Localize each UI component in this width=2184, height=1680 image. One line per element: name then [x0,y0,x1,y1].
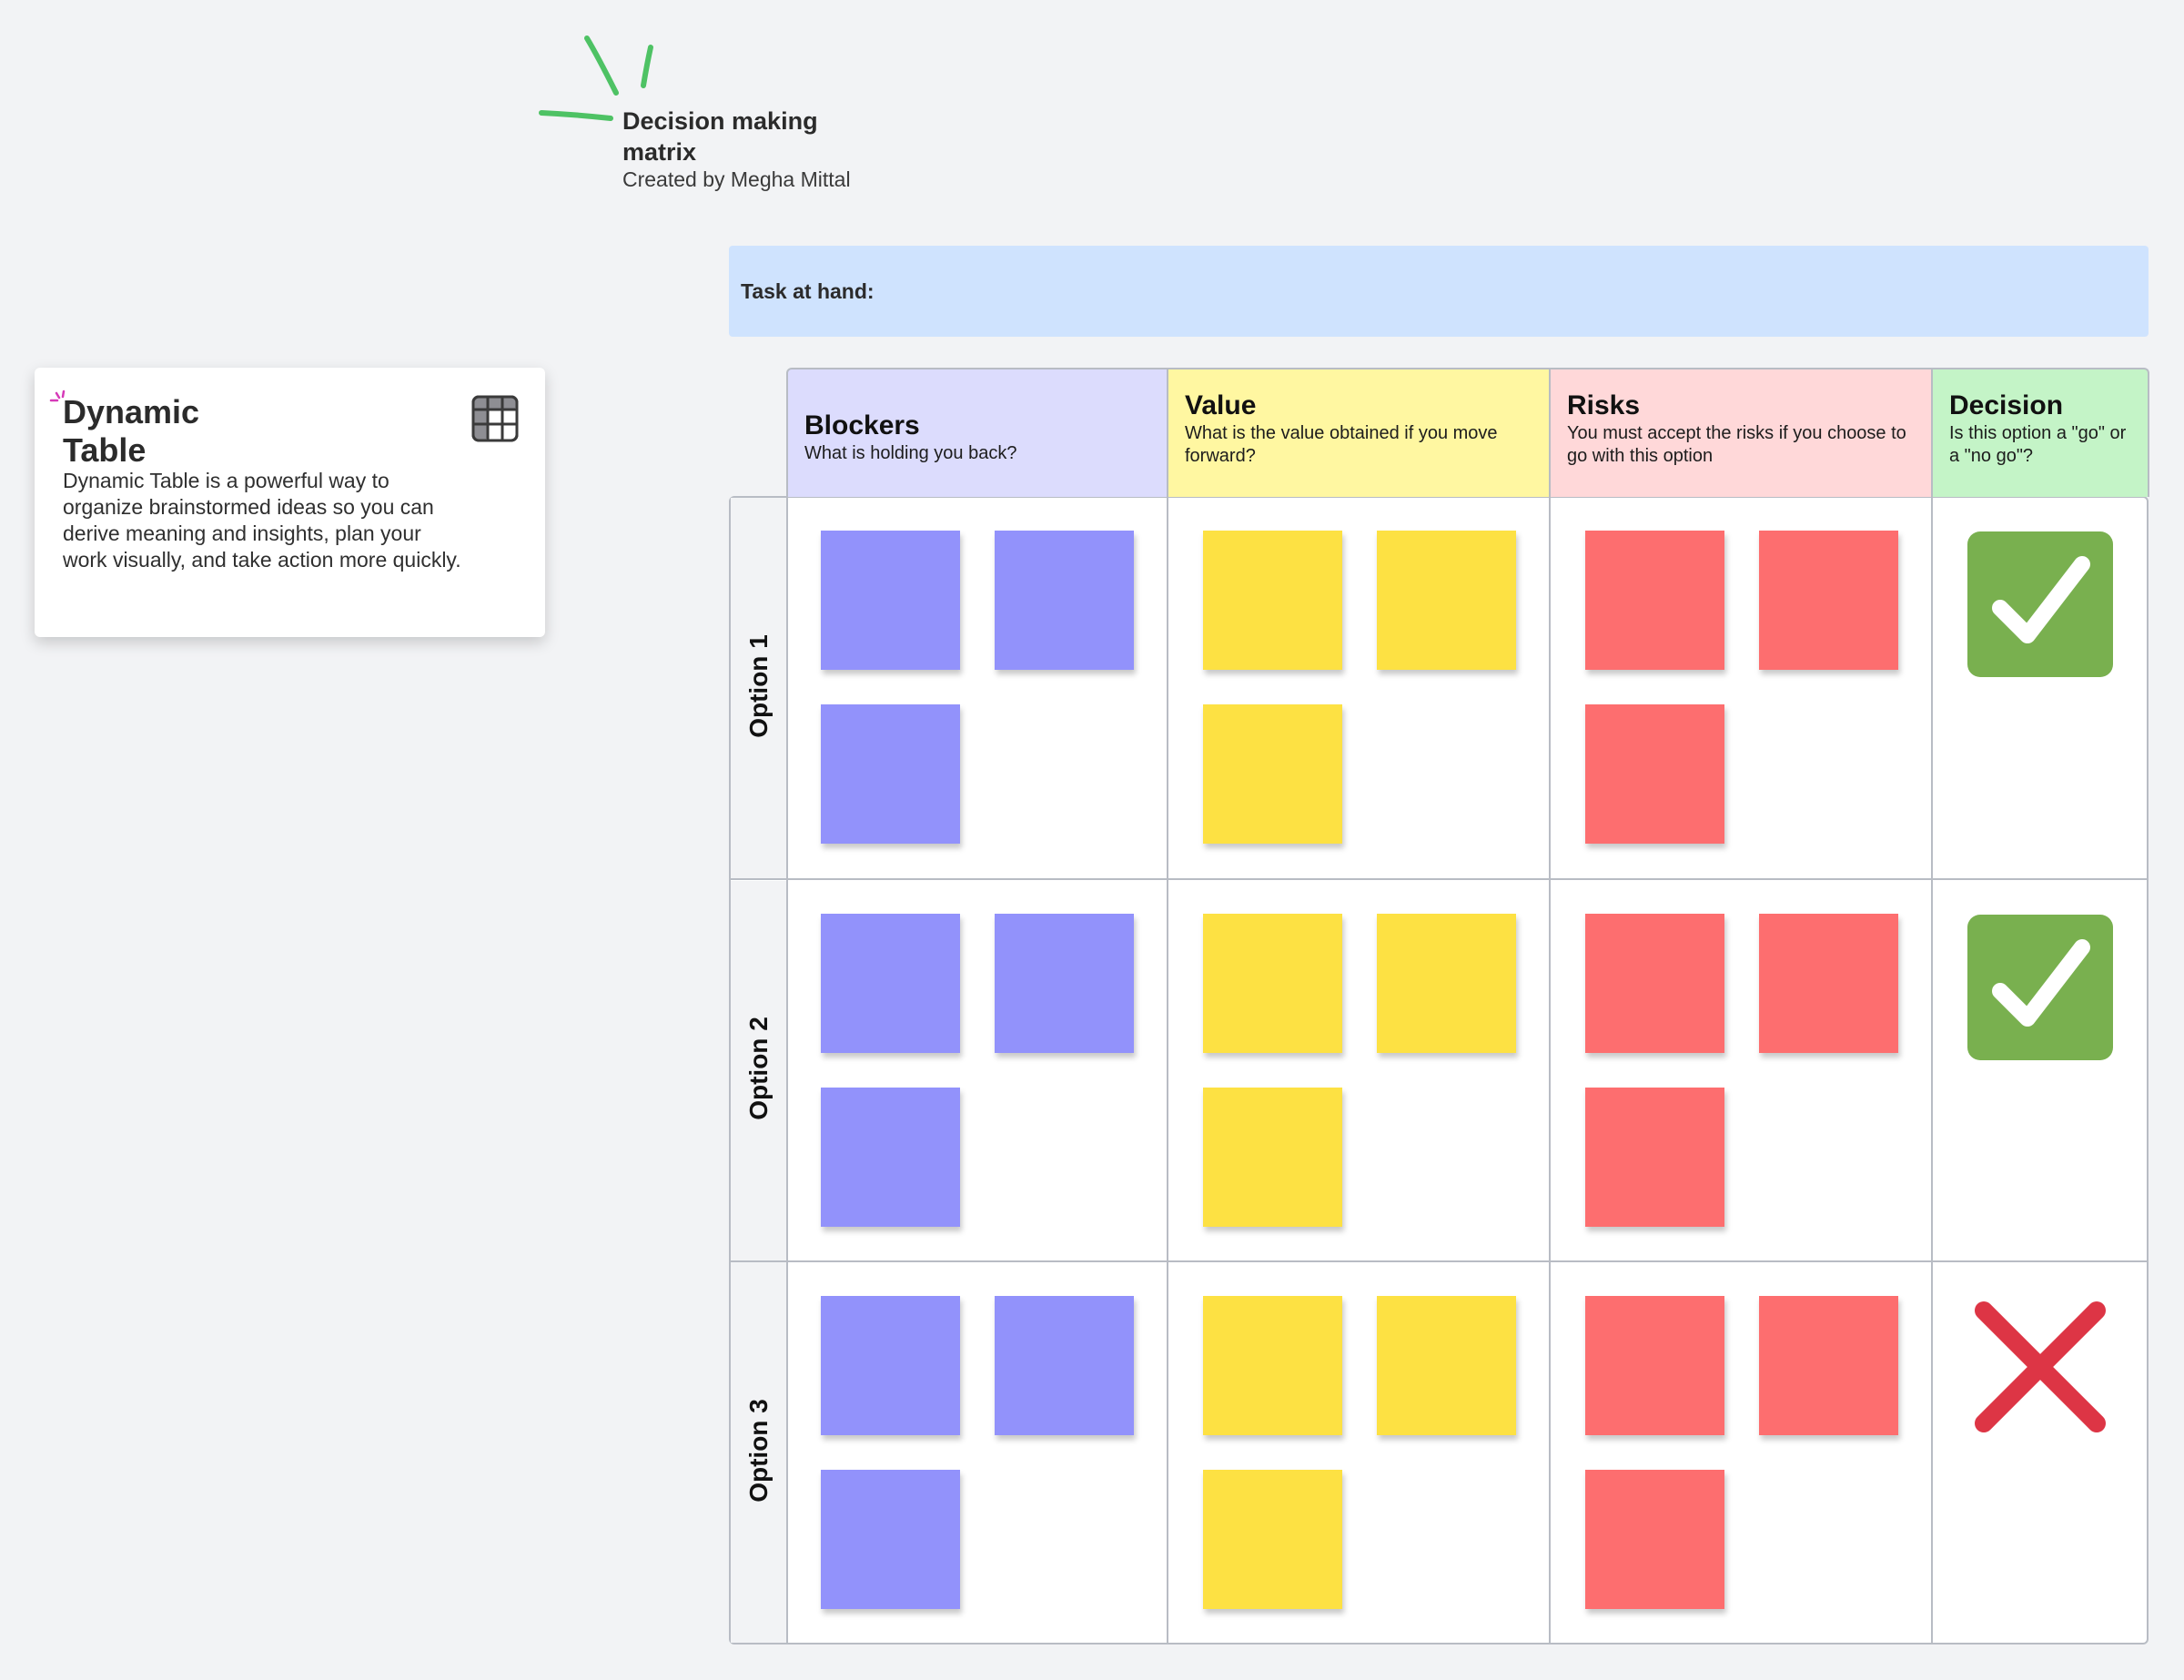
sticky-note-risk[interactable] [1585,531,1724,670]
sticky-note-value[interactable] [1203,531,1342,670]
sticky-note-blocker[interactable] [821,914,960,1053]
row-label-option-1: Option 1 [744,634,773,738]
board-title: Decision making matrix [622,107,818,166]
checkmark-icon [1992,556,2090,643]
sticky-note-value[interactable] [1203,1296,1342,1435]
column-subtitle: Is this option a "go" or a "no go"? [1949,423,2127,466]
sticky-note-risk[interactable] [1585,1296,1724,1435]
sticky-note-value[interactable] [1377,1296,1516,1435]
sticky-note-blocker[interactable] [821,1296,960,1435]
sticky-note-blocker[interactable] [821,531,960,670]
grid-line [729,878,2149,880]
column-title: Blockers [804,410,920,440]
grid-line [786,496,788,1645]
sticky-note-risk[interactable] [1585,1088,1724,1227]
task-at-hand-banner[interactable]: Task at hand: [729,246,2149,337]
spark-doodle-icon [539,35,653,121]
column-subtitle: What is holding you back? [804,443,1017,463]
checkmark-icon [1992,939,2090,1027]
row-label-option-3: Option 3 [744,1399,773,1503]
table-grid-icon [471,395,519,442]
column-title: Value [1185,390,1257,420]
sticky-note-value[interactable] [1203,1470,1342,1609]
dynamic-table-info-card[interactable]: Dynamic Table Dynamic Table is a powerfu… [35,368,545,637]
info-card-body: Dynamic Table is a powerful way to organ… [63,469,461,572]
row-header-option-1 [731,498,787,880]
sticky-note-risk[interactable] [1585,914,1724,1053]
column-header-risks[interactable]: Risks You must accept the risks if you c… [1549,368,1933,497]
column-subtitle: You must accept the risks if you choose … [1567,423,1906,466]
sticky-note-value[interactable] [1377,914,1516,1053]
sticky-note-blocker[interactable] [821,1470,960,1609]
sticky-note-blocker[interactable] [995,531,1134,670]
row-header-option-3 [731,1263,787,1643]
sticky-note-blocker[interactable] [995,1296,1134,1435]
grid-line [1167,496,1168,1645]
sticky-note-blocker[interactable] [821,704,960,844]
grid-line [1549,496,1551,1645]
row-header-option-2 [731,881,787,1263]
sticky-note-risk[interactable] [1585,1470,1724,1609]
no-go-cross-icon[interactable] [1969,1296,2111,1438]
grid-line [1931,496,1933,1645]
go-checkmark-icon[interactable] [1967,531,2113,677]
sticky-note-blocker[interactable] [995,914,1134,1053]
row-label-option-2: Option 2 [744,1017,773,1120]
sticky-note-value[interactable] [1203,1088,1342,1227]
column-header-blockers[interactable]: Blockers What is holding you back? [786,368,1168,497]
sparkle-icon [49,390,66,402]
column-title: Decision [1949,390,2064,420]
cross-icon [1975,1301,2106,1432]
column-header-value[interactable]: Value What is the value obtained if you … [1167,368,1551,497]
board-subtitle: Created by Megha Mittal [622,167,851,191]
decision-matrix-table [729,496,2149,1645]
sticky-note-risk[interactable] [1585,704,1724,844]
sticky-note-risk[interactable] [1759,531,1898,670]
column-header-decision[interactable]: Decision Is this option a "go" or a "no … [1931,368,2149,497]
info-card-title: Dynamic Table [63,393,200,469]
sticky-note-risk[interactable] [1759,914,1898,1053]
column-title: Risks [1567,390,1641,420]
grid-line [729,1260,2149,1262]
go-checkmark-icon[interactable] [1967,915,2113,1060]
sticky-note-value[interactable] [1203,704,1342,844]
task-label: Task at hand: [741,279,875,303]
sticky-note-blocker[interactable] [821,1088,960,1227]
sticky-note-value[interactable] [1377,531,1516,670]
sticky-note-value[interactable] [1203,914,1342,1053]
sticky-note-risk[interactable] [1759,1296,1898,1435]
column-subtitle: What is the value obtained if you move f… [1185,423,1498,466]
